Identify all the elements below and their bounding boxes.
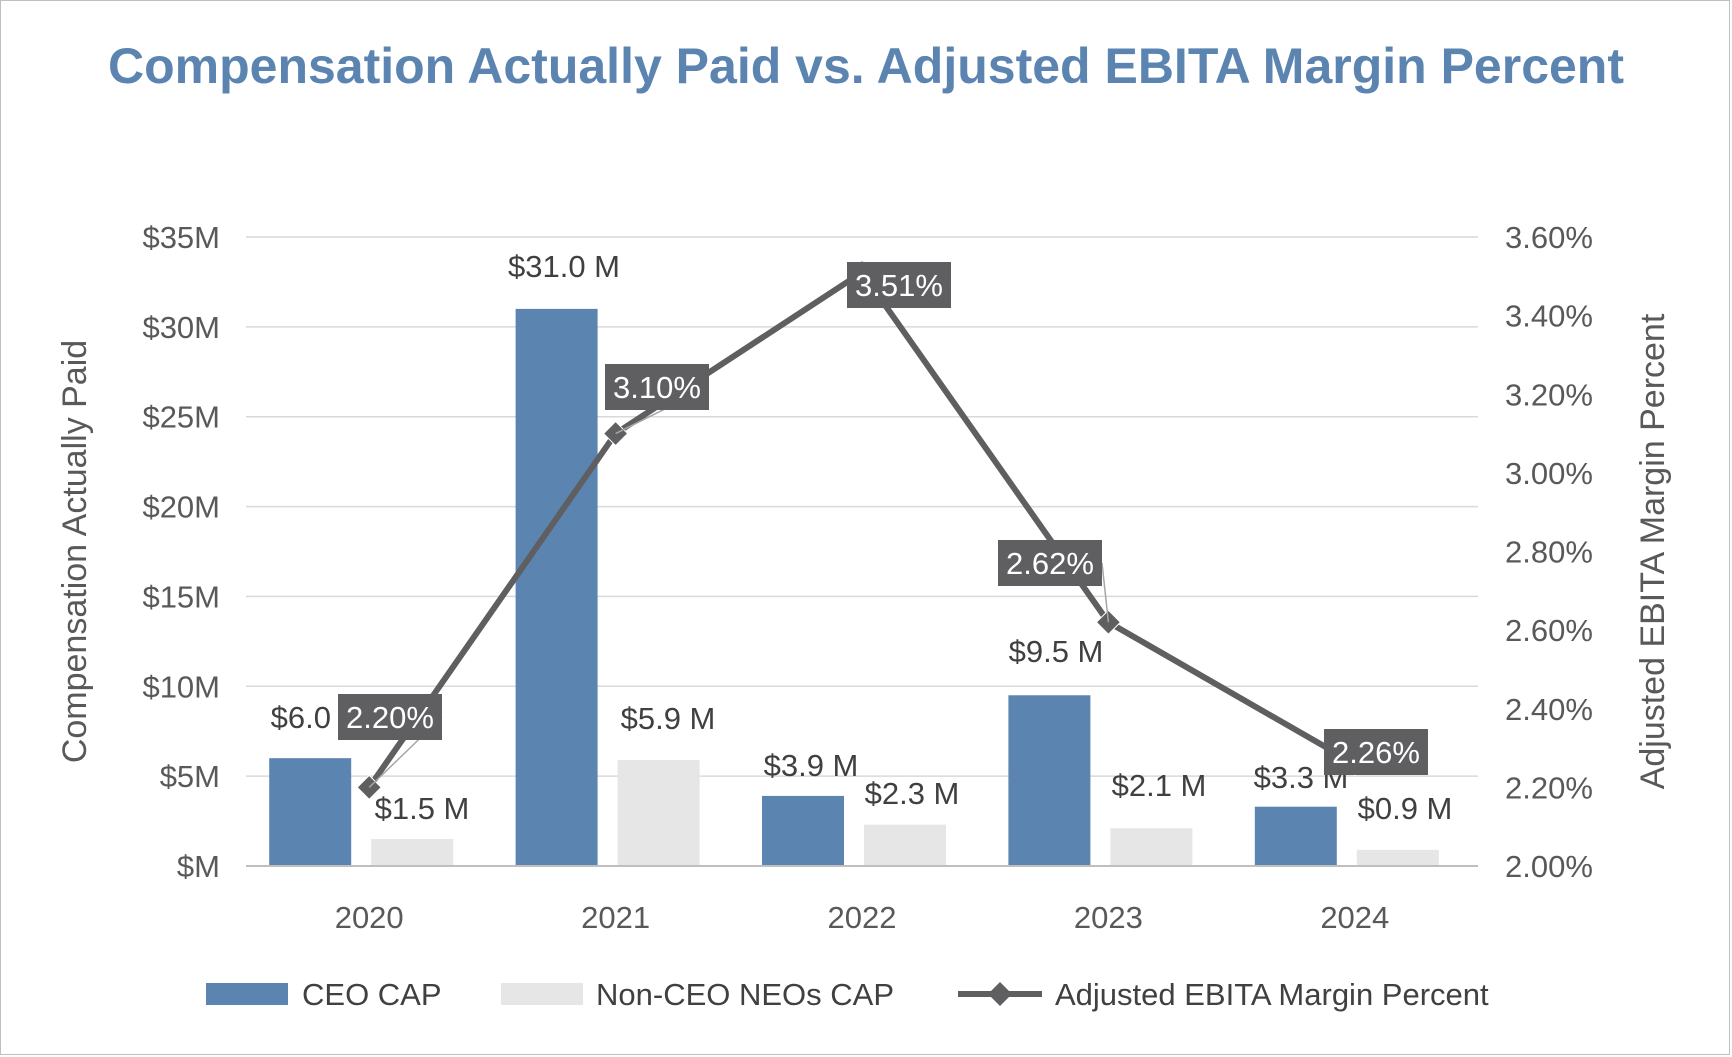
legend-swatch-ebita-marker [988, 982, 1012, 1006]
y-left-tick-label: $25M [142, 400, 220, 435]
non-ceo-cap-bar [1356, 849, 1439, 866]
y-right-tick-label: 2.80% [1505, 535, 1593, 570]
ebita-margin-callout-box [338, 694, 442, 740]
y-right-tick-label: 2.40% [1505, 692, 1593, 727]
non-ceo-cap-data-label: $5.9 M [621, 701, 716, 736]
ebita-margin-callout-box [605, 364, 709, 410]
legend-label-ebita-margin: Adjusted EBITA Margin Percent [1055, 977, 1489, 1012]
non-ceo-cap-data-label: $2.1 M [1112, 768, 1207, 803]
ebita-margin-data-label: 2.20% [346, 700, 434, 735]
ebita-margin-data-label: 3.51% [855, 268, 943, 303]
chart-title: Compensation Actually Paid vs. Adjusted … [107, 38, 1624, 94]
x-tick-label: 2024 [1320, 900, 1389, 935]
ebita-margin-data-label: 2.26% [1332, 735, 1420, 770]
ebita-margin-data-label: 2.62% [1006, 546, 1094, 581]
ebita-margin-callout-box [1324, 729, 1428, 775]
y-right-tick-label: 3.60% [1505, 220, 1593, 255]
legend-swatch-non-ceo-cap [501, 983, 583, 1005]
ebita-margin-callout-box [998, 540, 1102, 586]
y-left-tick-label: $10M [142, 669, 220, 704]
x-tick-label: 2022 [828, 900, 897, 935]
ceo-cap-bar [269, 758, 352, 866]
x-tick-label: 2020 [335, 900, 404, 935]
y-left-tick-label: $35M [142, 220, 220, 255]
y-left-tick-label: $5M [160, 759, 220, 794]
non-ceo-cap-bar [1110, 828, 1193, 866]
callout-leader-line [1101, 562, 1110, 623]
non-ceo-cap-data-label: $0.9 M [1358, 791, 1453, 826]
non-ceo-cap-bar [371, 839, 454, 866]
y-right-tick-label: 3.20% [1505, 377, 1593, 412]
y-right-tick-label: 2.60% [1505, 613, 1593, 648]
legend-label-non-ceo-cap: Non-CEO NEOs CAP [596, 977, 894, 1012]
ebita-margin-data-label: 3.10% [613, 370, 701, 405]
ceo-cap-data-label: $3.9 M [764, 748, 859, 783]
non-ceo-cap-bar [617, 759, 700, 866]
x-tick-label: 2021 [581, 900, 650, 935]
ebita-margin-callout-box [847, 262, 951, 308]
y-right-axis-title: Adjusted EBITA Margin Percent [1634, 313, 1672, 789]
ceo-cap-data-label: $9.5 M [1009, 634, 1104, 669]
y-right-tick-label: 2.00% [1505, 849, 1593, 884]
legend-label-ceo-cap: CEO CAP [302, 977, 442, 1012]
y-left-tick-label: $15M [142, 579, 220, 614]
ceo-cap-bar [762, 795, 844, 866]
x-tick-label: 2023 [1074, 900, 1143, 935]
y-left-tick-label: $20M [142, 490, 220, 525]
ceo-cap-bar [1254, 806, 1337, 866]
non-ceo-cap-data-label: $2.3 M [865, 776, 960, 811]
y-right-tick-label: 3.00% [1505, 456, 1593, 491]
non-ceo-cap-data-label: $1.5 M [375, 791, 470, 826]
y-right-tick-label: 3.40% [1505, 299, 1593, 334]
non-ceo-cap-bar [864, 824, 946, 866]
y-left-tick-label: $M [177, 849, 220, 884]
y-right-tick-label: 2.20% [1505, 770, 1593, 805]
ceo-cap-data-label: $31.0 M [508, 249, 620, 284]
legend-swatch-ceo-cap [206, 983, 288, 1005]
ceo-cap-bar [515, 308, 598, 866]
y-left-axis-title: Compensation Actually Paid [56, 340, 94, 763]
y-left-tick-label: $30M [142, 310, 220, 345]
ceo-cap-bar [1008, 695, 1091, 866]
